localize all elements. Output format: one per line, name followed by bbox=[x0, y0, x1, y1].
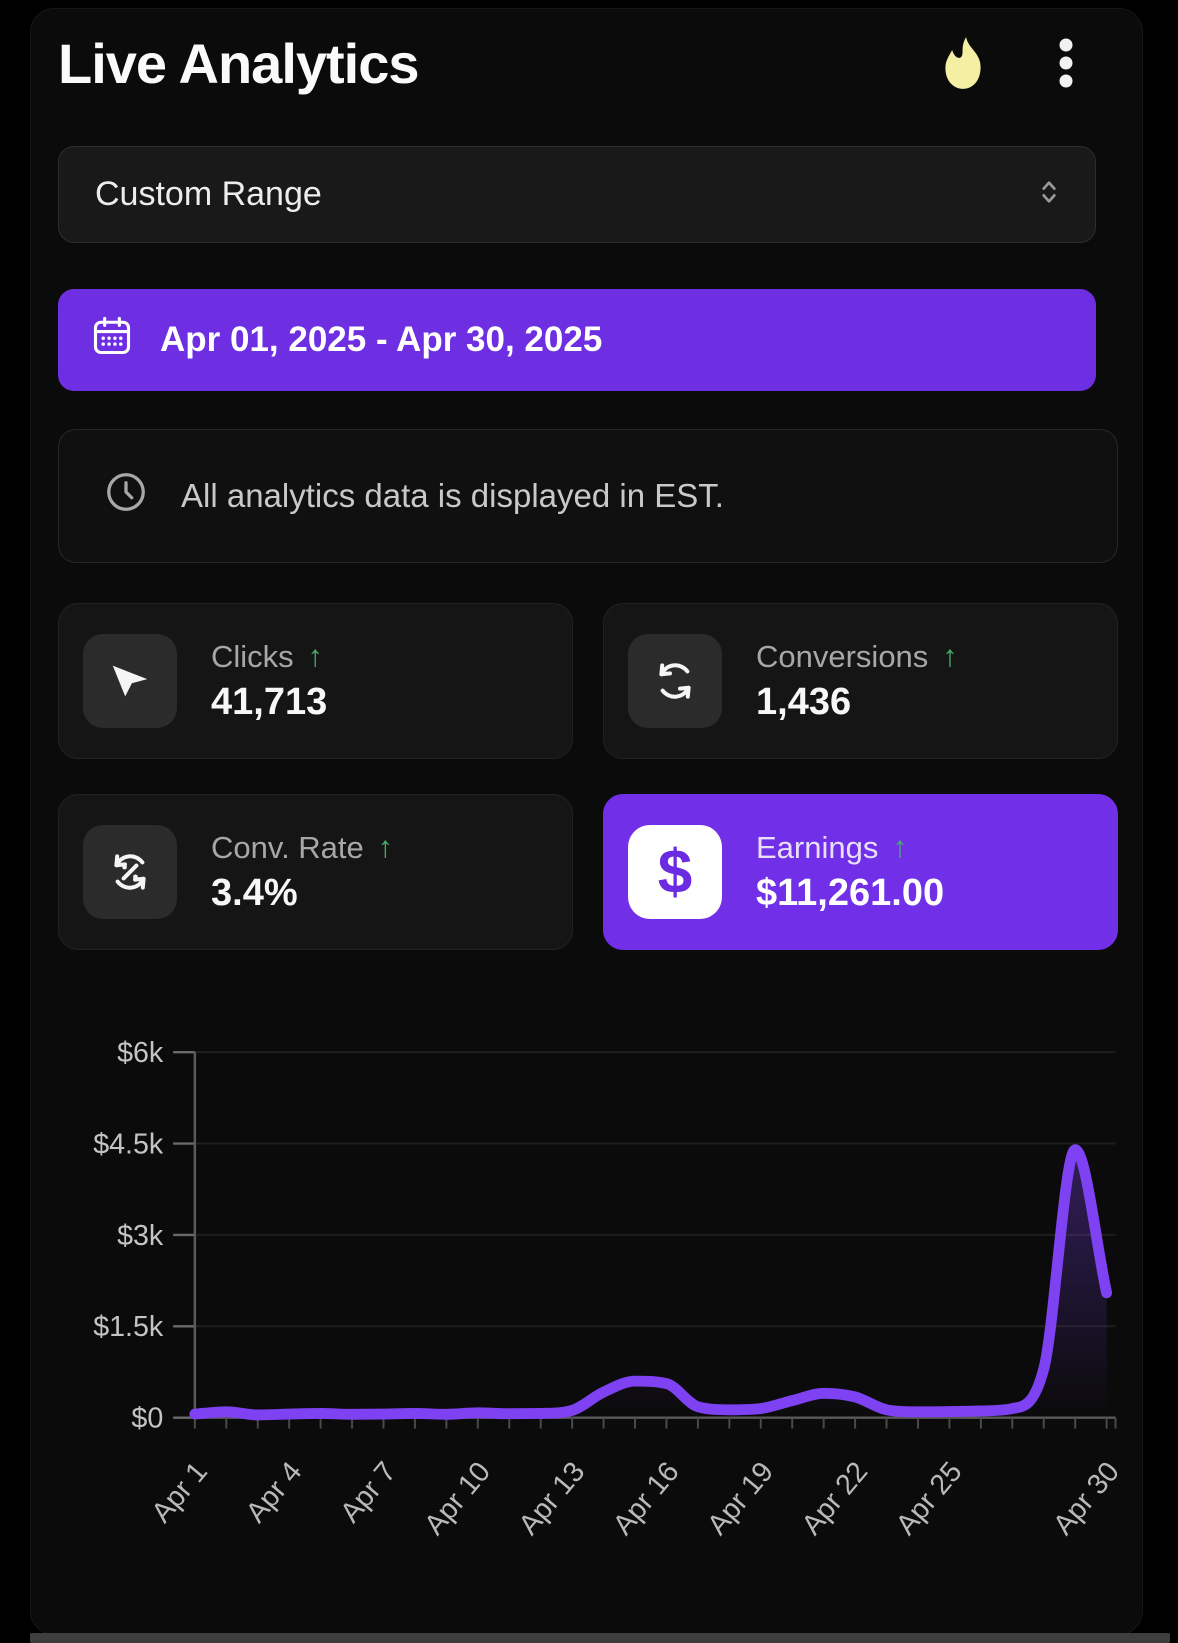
svg-text:Apr 13: Apr 13 bbox=[513, 1456, 592, 1541]
range-select[interactable]: Custom Range bbox=[58, 146, 1096, 243]
trend-up-icon: ↑ bbox=[892, 830, 908, 864]
flame-icon bbox=[936, 35, 990, 93]
stat-card-earnings[interactable]: $ Earnings ↑ $11,261.00 bbox=[603, 794, 1118, 950]
stat-label: Earnings bbox=[756, 829, 879, 865]
svg-text:Apr 10: Apr 10 bbox=[418, 1456, 497, 1541]
analytics-panel: Live Analytics Custom Range bbox=[30, 8, 1143, 1635]
stat-label: Conv. Rate bbox=[211, 829, 364, 865]
timezone-notice: All analytics data is displayed in EST. bbox=[58, 429, 1118, 563]
svg-text:$0: $0 bbox=[131, 1403, 163, 1435]
svg-text:$4.5k: $4.5k bbox=[93, 1128, 164, 1160]
stat-value: 41,713 bbox=[211, 680, 328, 723]
stat-label: Clicks bbox=[211, 638, 294, 674]
trend-up-icon: ↑ bbox=[307, 639, 323, 673]
svg-text:Apr 7: Apr 7 bbox=[334, 1456, 402, 1529]
svg-text:Apr 19: Apr 19 bbox=[701, 1456, 780, 1541]
date-range-button[interactable]: Apr 01, 2025 - Apr 30, 2025 bbox=[58, 289, 1096, 391]
stat-card-conversions[interactable]: Conversions ↑ 1,436 bbox=[603, 603, 1118, 759]
stat-card-conv-rate[interactable]: Conv. Rate ↑ 3.4% bbox=[58, 794, 573, 950]
stat-card-clicks[interactable]: Clicks ↑ 41,713 bbox=[58, 603, 573, 759]
trend-up-icon: ↑ bbox=[377, 830, 393, 864]
stat-value: 1,436 bbox=[756, 680, 852, 723]
chevron-up-down-icon bbox=[1033, 176, 1065, 213]
stat-label: Conversions bbox=[756, 638, 929, 674]
svg-text:Apr 25: Apr 25 bbox=[890, 1456, 969, 1541]
calendar-icon bbox=[90, 314, 134, 367]
svg-text:Apr 22: Apr 22 bbox=[796, 1456, 875, 1541]
kebab-menu-icon bbox=[1059, 38, 1073, 88]
svg-text:$3k: $3k bbox=[117, 1220, 164, 1252]
stat-value: $11,261.00 bbox=[756, 871, 945, 914]
clock-icon bbox=[103, 469, 149, 523]
stat-value: 3.4% bbox=[211, 871, 298, 914]
dollar-icon: $ bbox=[628, 825, 722, 919]
svg-text:$6k: $6k bbox=[117, 1037, 164, 1069]
bottom-divider bbox=[30, 1633, 1170, 1643]
page-title: Live Analytics bbox=[58, 32, 420, 95]
sync-icon bbox=[628, 634, 722, 728]
svg-text:Apr 4: Apr 4 bbox=[240, 1456, 309, 1529]
svg-text:Apr 16: Apr 16 bbox=[607, 1456, 686, 1541]
svg-text:Apr 1: Apr 1 bbox=[146, 1456, 214, 1529]
trend-up-icon: ↑ bbox=[942, 639, 958, 673]
overflow-menu-button[interactable] bbox=[1053, 37, 1079, 89]
svg-text:Apr 30: Apr 30 bbox=[1047, 1456, 1126, 1541]
svg-text:$1.5k: $1.5k bbox=[93, 1311, 164, 1343]
stats-grid: Clicks ↑ 41,713 Con bbox=[58, 603, 1118, 950]
range-select-value: Custom Range bbox=[95, 175, 322, 213]
date-range-label: Apr 01, 2025 - Apr 30, 2025 bbox=[160, 320, 603, 359]
cursor-icon bbox=[83, 634, 177, 728]
timezone-notice-text: All analytics data is displayed in EST. bbox=[181, 477, 724, 514]
percent-sync-icon bbox=[83, 825, 177, 919]
